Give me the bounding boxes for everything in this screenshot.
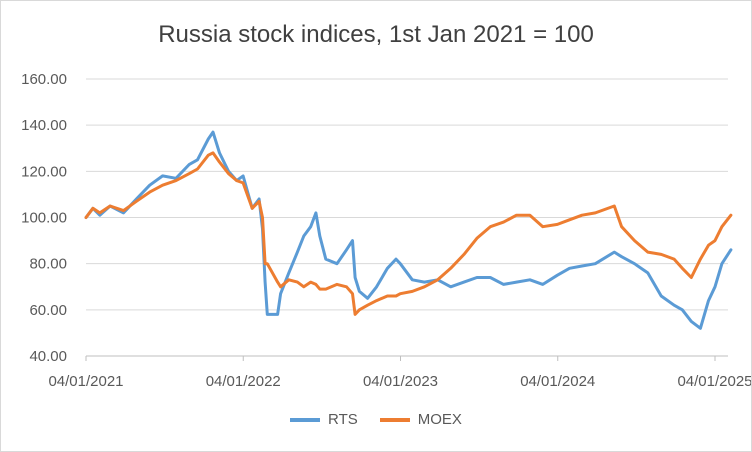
legend-item-moex: MOEX	[379, 411, 462, 428]
chart-title: Russia stock indices, 1st Jan 2021 = 100	[158, 21, 594, 48]
legend-item-rts: RTS	[290, 411, 358, 428]
x-tick-label: 04/01/2023	[363, 373, 438, 390]
legend: RTS MOEX	[1, 411, 751, 428]
y-tick-label: 160.00	[21, 71, 67, 88]
legend-label-moex: MOEX	[417, 411, 462, 428]
x-tick-label: 04/01/2024	[520, 373, 595, 390]
x-tick-label: 04/01/2025	[677, 373, 751, 390]
y-tick-label: 40.00	[29, 348, 67, 365]
y-tick-label: 80.00	[29, 256, 67, 273]
y-tick-label: 60.00	[29, 302, 67, 319]
series-line-moex	[84, 151, 733, 316]
legend-label-rts: RTS	[328, 411, 358, 428]
series-line-rts	[84, 130, 733, 330]
y-tick-label: 140.00	[21, 117, 67, 134]
legend-swatch-moex	[379, 417, 410, 422]
x-tick-label: 04/01/2021	[48, 373, 123, 390]
legend-swatch-rts	[290, 417, 321, 422]
y-tick-label: 100.00	[21, 210, 67, 227]
y-tick-label: 120.00	[21, 163, 67, 180]
x-tick-label: 04/01/2022	[206, 373, 281, 390]
